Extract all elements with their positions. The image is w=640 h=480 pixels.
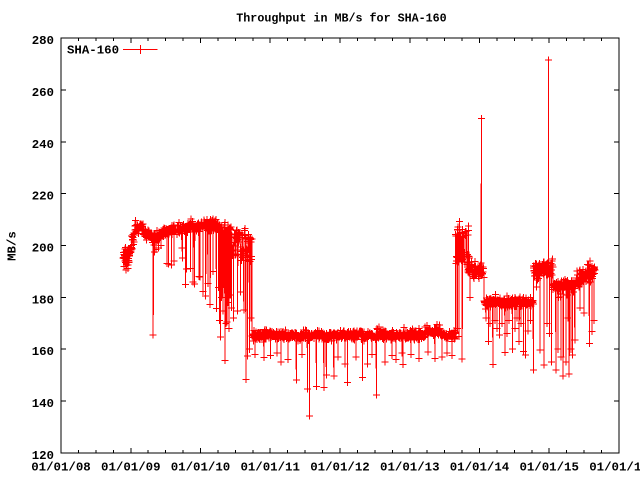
- svg-text:200: 200: [32, 242, 54, 256]
- svg-text:140: 140: [32, 397, 54, 411]
- svg-text:280: 280: [32, 34, 54, 48]
- svg-text:01/01/09: 01/01/09: [101, 461, 161, 475]
- svg-text:01/01/15: 01/01/15: [519, 461, 579, 475]
- svg-text:MB/s: MB/s: [6, 231, 20, 261]
- svg-text:SHA-160: SHA-160: [67, 44, 119, 58]
- svg-text:180: 180: [32, 293, 54, 307]
- svg-text:01/01/14: 01/01/14: [450, 461, 510, 475]
- svg-text:01/01/13: 01/01/13: [380, 461, 440, 475]
- svg-text:260: 260: [32, 86, 54, 100]
- svg-text:01/01/10: 01/01/10: [171, 461, 231, 475]
- svg-text:220: 220: [32, 190, 54, 204]
- svg-text:160: 160: [32, 345, 54, 359]
- svg-text:01/01/16: 01/01/16: [589, 461, 640, 475]
- svg-text:240: 240: [32, 138, 54, 152]
- svg-text:01/01/12: 01/01/12: [310, 461, 370, 475]
- svg-text:01/01/11: 01/01/11: [240, 461, 300, 475]
- svg-text:01/01/08: 01/01/08: [31, 461, 91, 475]
- svg-text:120: 120: [32, 449, 54, 463]
- svg-text:Throughput in MB/s for SHA-160: Throughput in MB/s for SHA-160: [236, 12, 446, 26]
